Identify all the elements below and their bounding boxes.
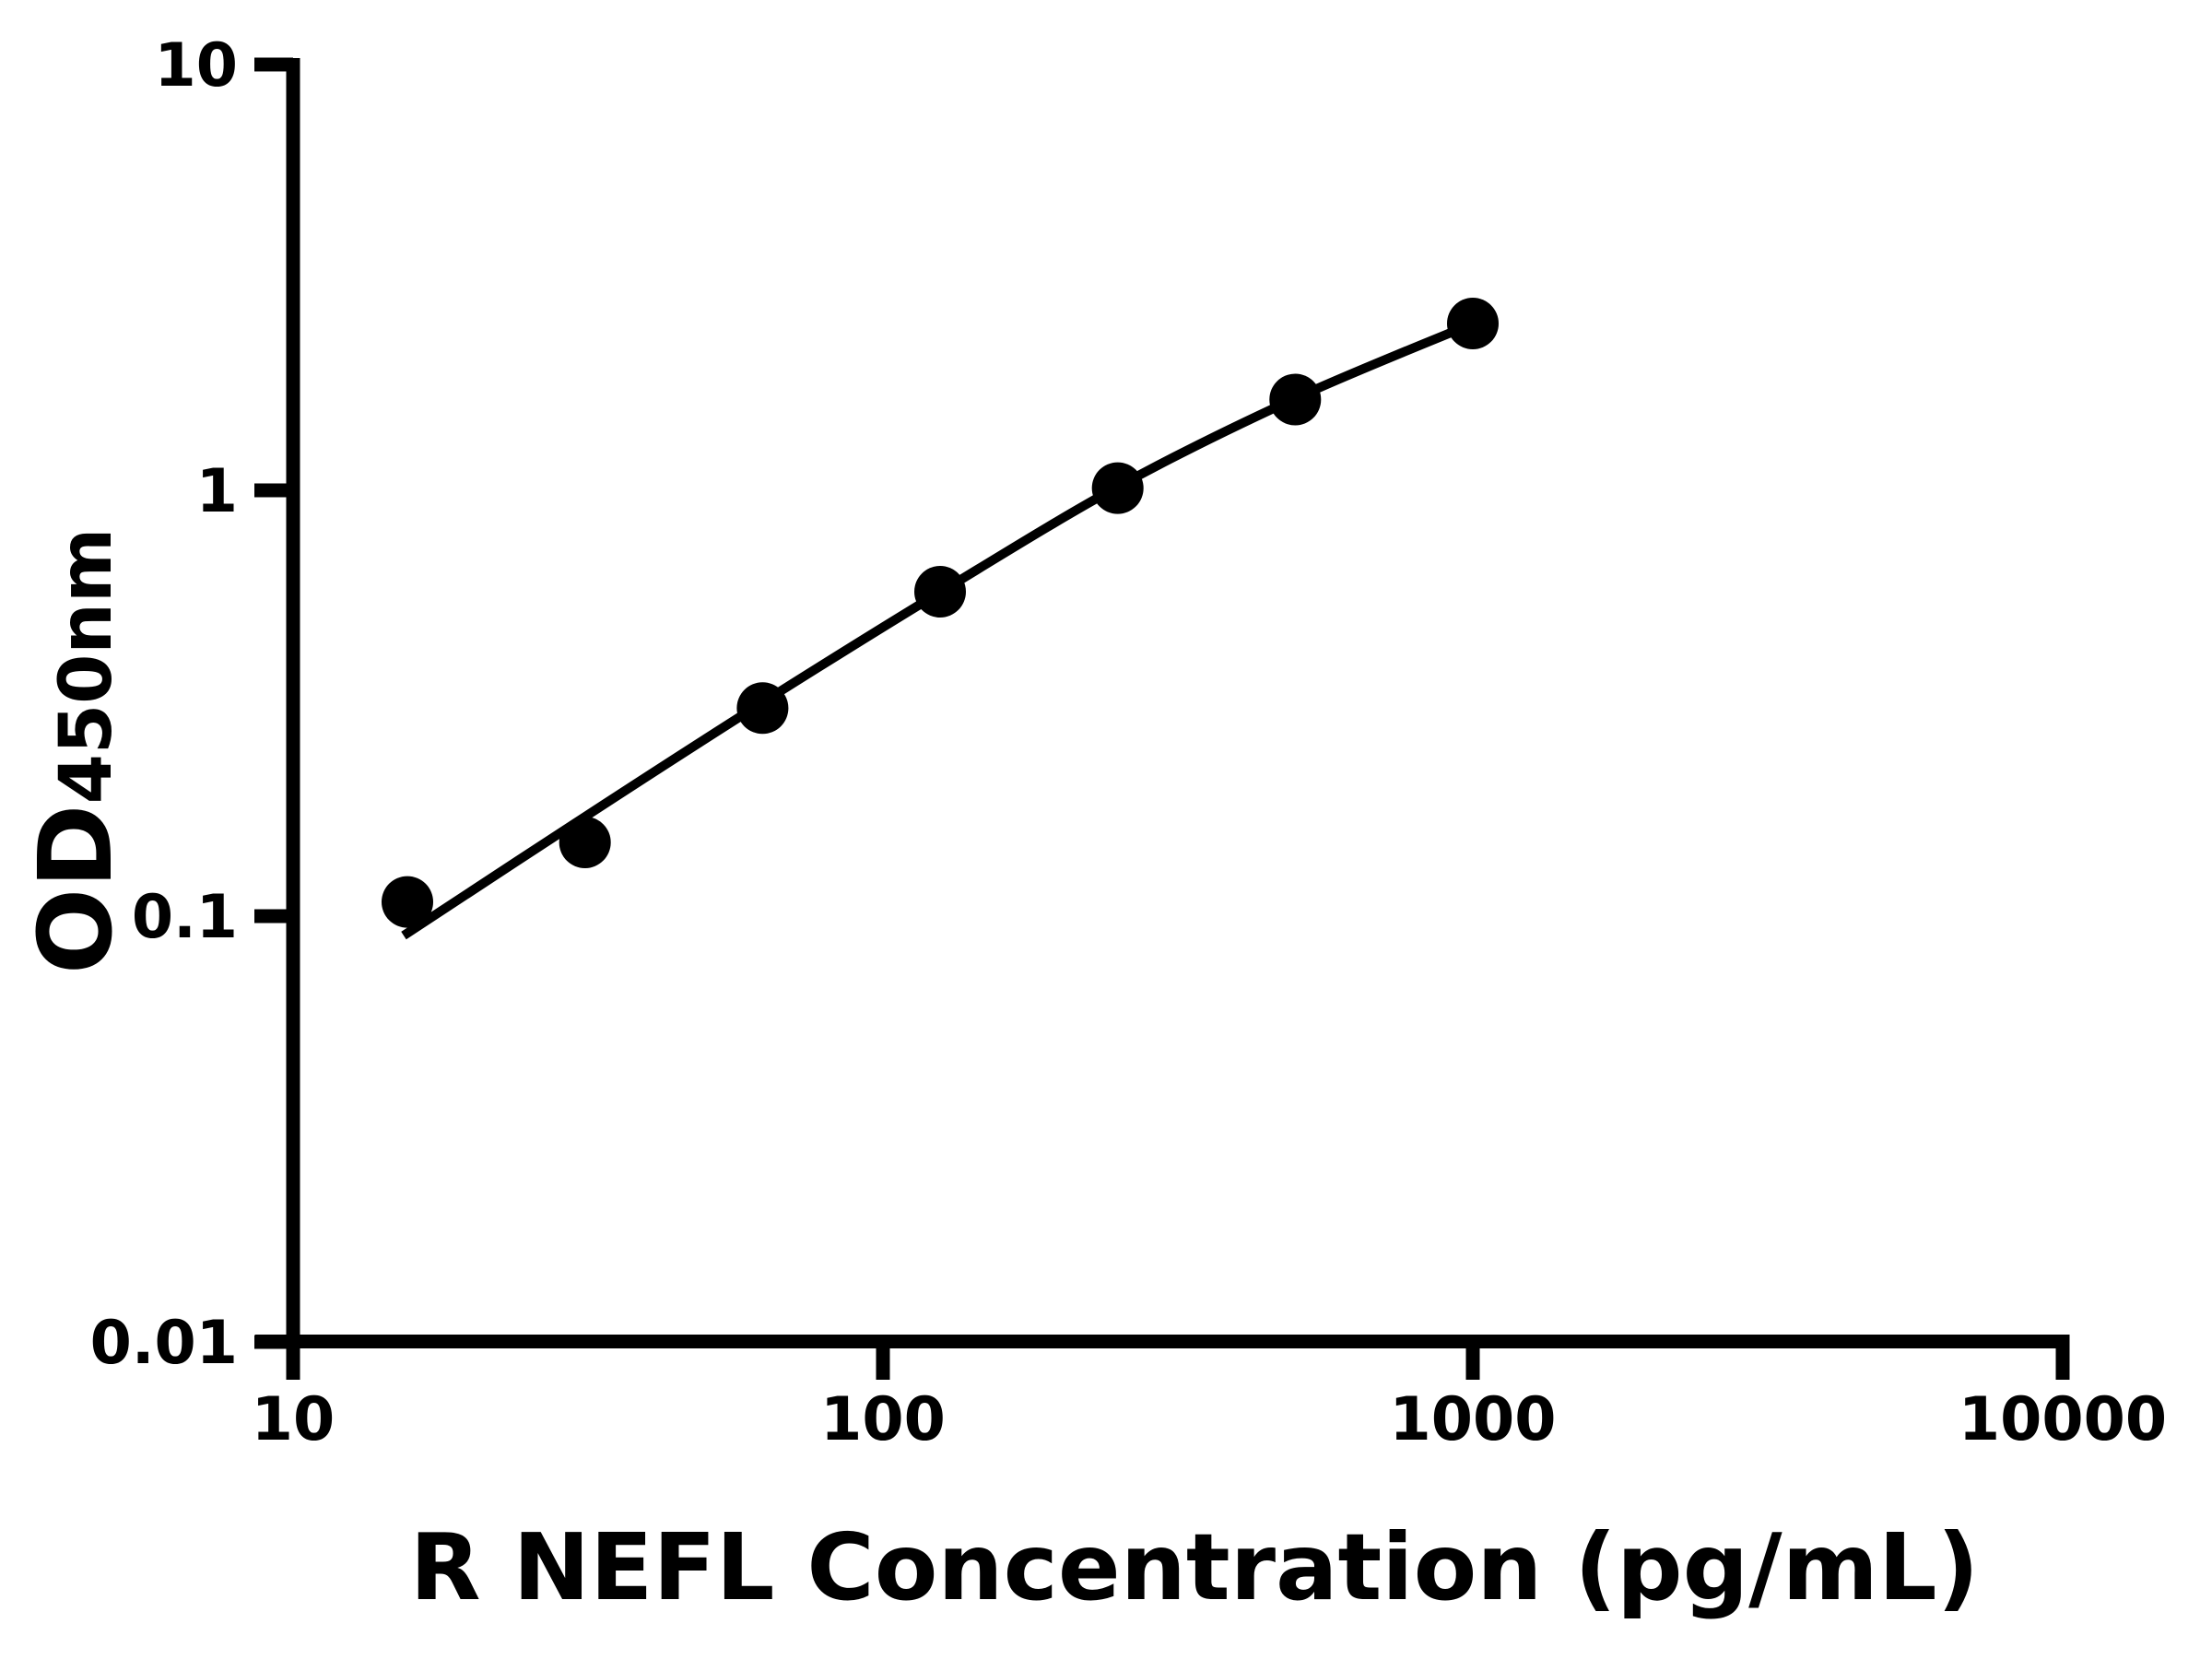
x-tick-label-100: 100 <box>820 1385 946 1454</box>
y-tick-label-1: 1 <box>196 457 238 526</box>
x-axis: 10 100 1000 10000 <box>252 1335 2167 1454</box>
y-axis: 10 1 0.1 0.01 <box>90 31 300 1380</box>
data-series <box>382 298 1499 940</box>
data-point <box>736 682 789 735</box>
y-tick-label-0_01: 0.01 <box>90 1309 238 1378</box>
data-point <box>382 876 433 928</box>
data-point <box>1269 373 1322 426</box>
data-point <box>559 817 611 868</box>
x-axis-title: R NEFL Concentration (pg/mL) <box>410 1513 1980 1621</box>
y-tick-label-0_1: 0.1 <box>132 883 238 952</box>
y-axis-title-subscript: 450nm <box>45 528 128 805</box>
data-point <box>1091 462 1144 514</box>
y-axis-title-main: OD <box>17 804 135 974</box>
data-point <box>914 566 966 618</box>
x-tick-label-10000: 10000 <box>1959 1385 2167 1454</box>
y-tick-label-10: 10 <box>155 31 238 100</box>
data-point <box>1447 298 1499 349</box>
y-axis-title: OD450nm <box>17 528 135 974</box>
x-tick-label-10: 10 <box>252 1385 335 1454</box>
x-tick-label-1000: 1000 <box>1390 1385 1557 1454</box>
